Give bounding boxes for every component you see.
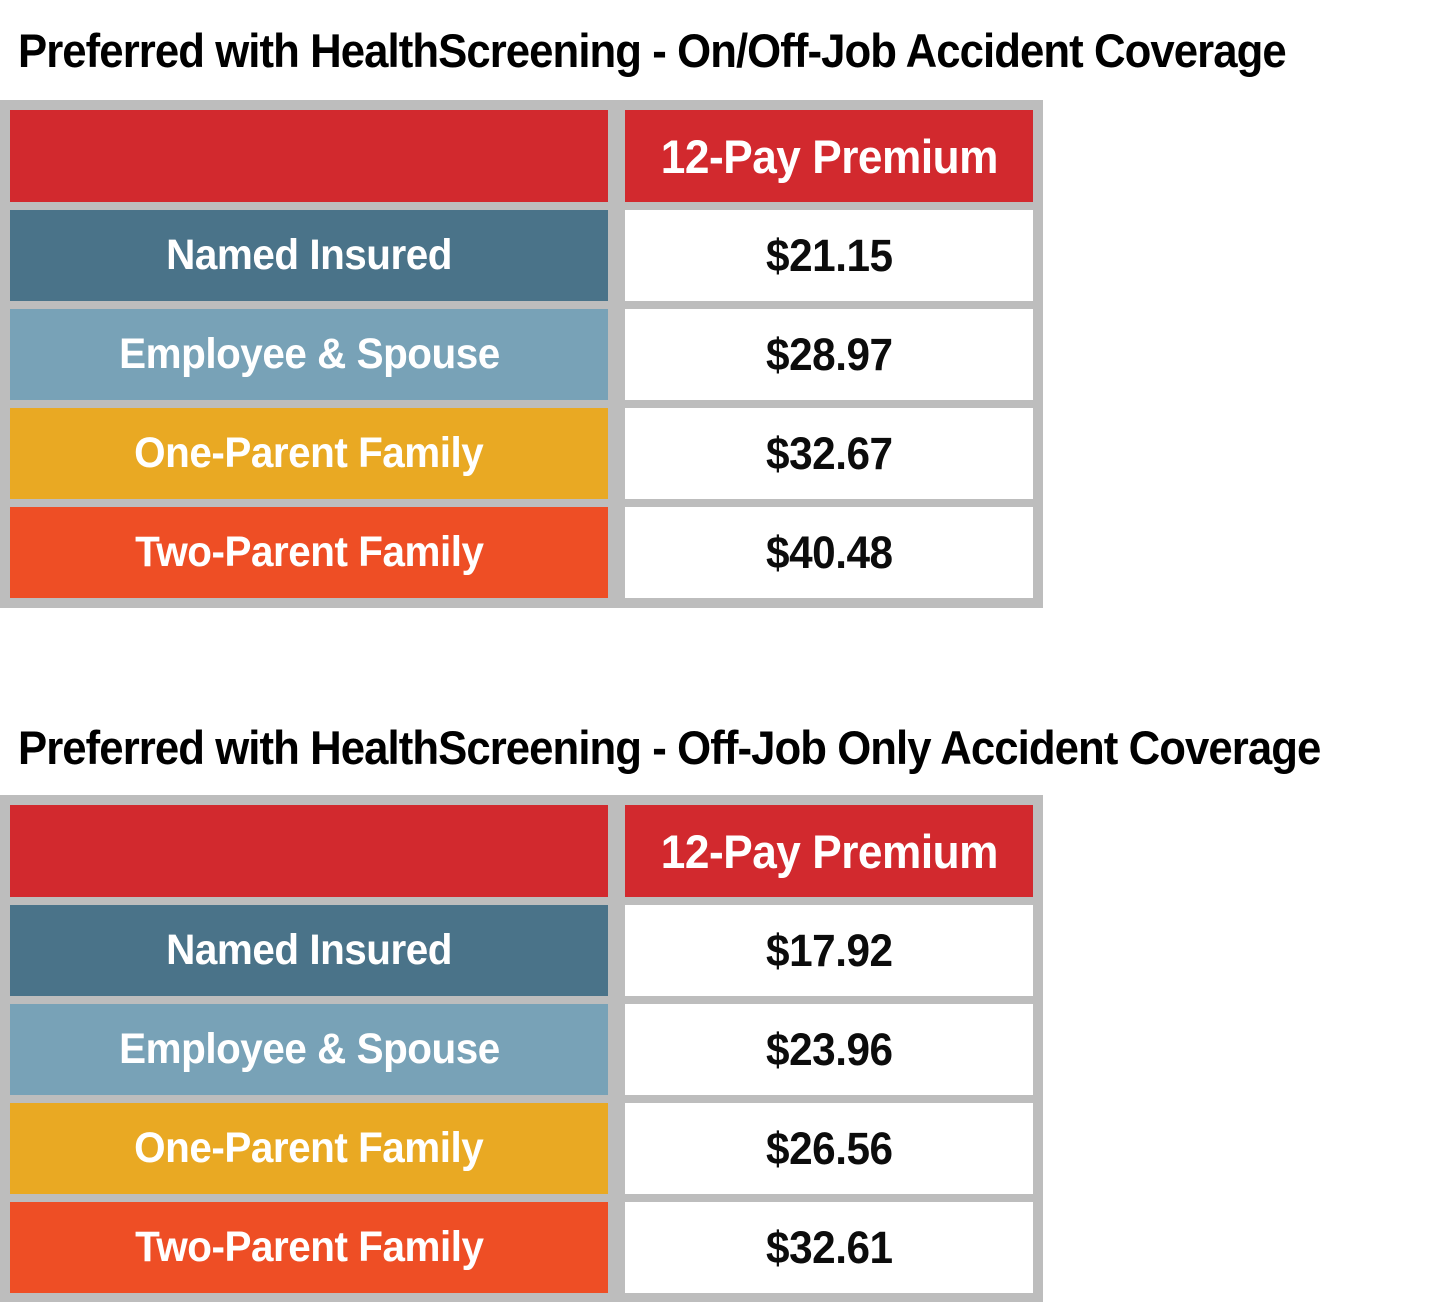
- premium-value-one-parent-family: $26.56: [625, 1103, 1033, 1194]
- row-label-employee-spouse: Employee & Spouse: [10, 1004, 608, 1095]
- header-spacer-cell: [10, 805, 608, 897]
- row-label-two-parent-family: Two-Parent Family: [10, 507, 608, 598]
- header-spacer-cell: [10, 110, 608, 202]
- premium-value-employee-spouse: $28.97: [625, 309, 1033, 400]
- premium-value-named-insured: $17.92: [625, 905, 1033, 996]
- row-label-two-parent-family: Two-Parent Family: [10, 1202, 608, 1293]
- premium-value-two-parent-family: $40.48: [625, 507, 1033, 598]
- rate-table-off-job-only: 12-Pay Premium Named Insured $17.92 Empl…: [0, 795, 1043, 1302]
- row-label-employee-spouse: Employee & Spouse: [10, 309, 608, 400]
- premium-value-one-parent-family: $32.67: [625, 408, 1033, 499]
- rate-table-on-off-job: 12-Pay Premium Named Insured $21.15 Empl…: [0, 100, 1043, 608]
- row-label-one-parent-family: One-Parent Family: [10, 408, 608, 499]
- premium-header-label: 12-Pay Premium: [660, 129, 998, 183]
- page-title-text: Preferred with HealthScreening - On/Off-…: [18, 24, 1287, 77]
- premium-value-named-insured: $21.15: [625, 210, 1033, 301]
- row-label-named-insured: Named Insured: [10, 210, 608, 301]
- premium-column-header: 12-Pay Premium: [625, 805, 1033, 897]
- page-title-text: Preferred with HealthScreening - Off-Job…: [18, 721, 1321, 774]
- premium-header-label: 12-Pay Premium: [660, 824, 998, 878]
- row-label-named-insured: Named Insured: [10, 905, 608, 996]
- page-title-off-job-only: Preferred with HealthScreening - Off-Job…: [18, 721, 1418, 775]
- row-label-one-parent-family: One-Parent Family: [10, 1103, 608, 1194]
- premium-value-two-parent-family: $32.61: [625, 1202, 1033, 1293]
- premium-column-header: 12-Pay Premium: [625, 110, 1033, 202]
- page-title-on-off-job: Preferred with HealthScreening - On/Off-…: [18, 24, 1381, 78]
- premium-value-employee-spouse: $23.96: [625, 1004, 1033, 1095]
